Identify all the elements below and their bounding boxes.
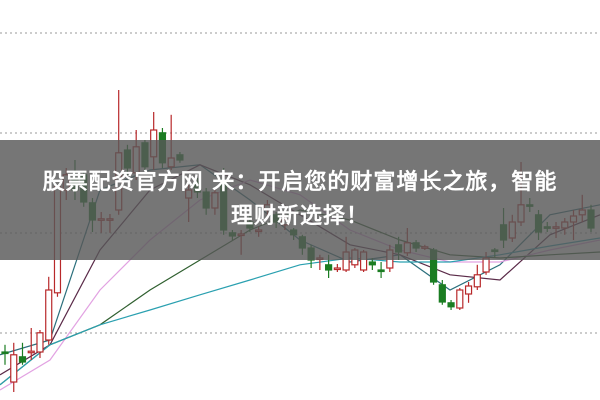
candle-body-down (18, 356, 27, 363)
banner-line-1: 股票配资官方网 来：开启您的财富增长之旅，智能 (42, 170, 558, 195)
candle-body-down (438, 284, 446, 303)
candle-body-up (482, 257, 490, 273)
candle-body-up (464, 285, 473, 295)
candle-body-up (456, 289, 464, 309)
candle-body-up (473, 274, 481, 288)
candle-body-up (27, 350, 35, 354)
candle-body-up (10, 354, 18, 383)
candle-body-down (1, 351, 9, 355)
banner-line-2: 理财新选择！ (230, 204, 369, 229)
candle-body-up (36, 332, 44, 353)
promo-banner-overlay: 股票配资官方网 来：开启您的财富增长之旅，智能 理财新选择！ (0, 140, 600, 260)
candle-body-down (325, 264, 333, 271)
candle-body-down (377, 269, 385, 273)
candle-body-up (45, 289, 53, 341)
candle-body-down (368, 261, 376, 266)
candle-body-down (447, 302, 455, 308)
candle-body-up (333, 267, 341, 271)
